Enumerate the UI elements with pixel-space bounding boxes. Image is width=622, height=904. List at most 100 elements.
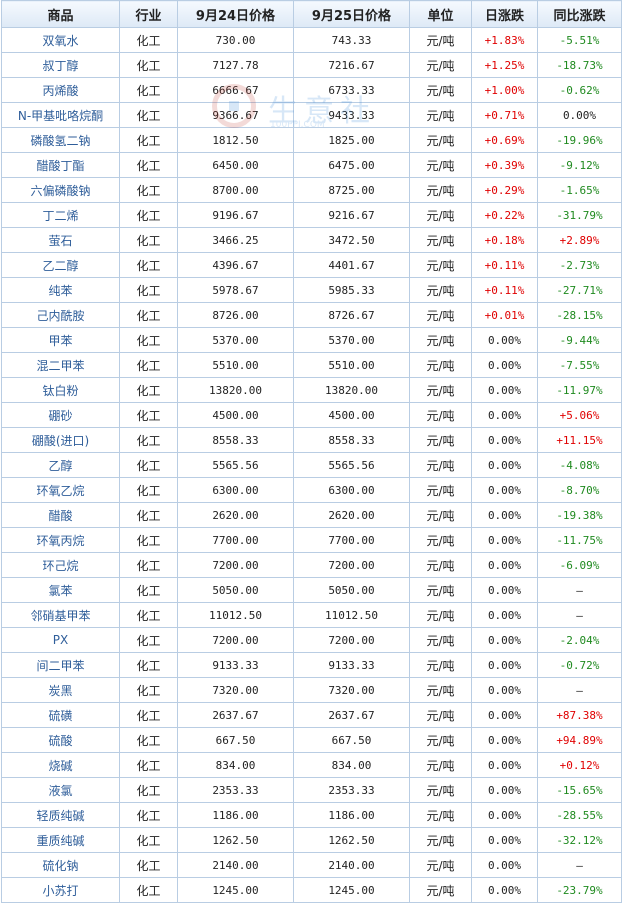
commodity-cell[interactable]: 环氧乙烷 (1, 477, 120, 503)
commodity-cell[interactable]: 硼酸(进口) (1, 427, 120, 453)
commodity-cell[interactable]: 重质纯碱 (1, 827, 120, 853)
yoy-change-cell: -5.51% (537, 27, 622, 53)
unit-cell: 元/吨 (409, 77, 472, 103)
price-sep24-cell: 1812.50 (177, 127, 294, 153)
price-sep25-cell: 8725.00 (293, 177, 410, 203)
daily-change-cell: +0.11% (471, 277, 538, 303)
table-row: PX 化工 7200.00 7200.00 元/吨 0.00% -2.04% (1, 627, 622, 653)
price-sep24-cell: 5370.00 (177, 327, 294, 353)
commodity-cell[interactable]: 环己烷 (1, 552, 120, 578)
commodity-cell[interactable]: 萤石 (1, 227, 120, 253)
commodity-cell[interactable]: 烧碱 (1, 752, 120, 778)
table-row: 间二甲苯 化工 9133.33 9133.33 元/吨 0.00% -0.72% (1, 652, 622, 678)
commodity-cell[interactable]: 氯苯 (1, 577, 120, 603)
commodity-cell[interactable]: 醋酸 (1, 502, 120, 528)
unit-cell: 元/吨 (409, 652, 472, 678)
price-sep24-cell: 6300.00 (177, 477, 294, 503)
unit-cell: 元/吨 (409, 27, 472, 53)
unit-cell: 元/吨 (409, 527, 472, 553)
commodity-cell[interactable]: 己内酰胺 (1, 302, 120, 328)
industry-cell: 化工 (119, 227, 178, 253)
daily-change-cell: +0.18% (471, 227, 538, 253)
industry-cell: 化工 (119, 177, 178, 203)
price-sep24-cell: 9133.33 (177, 652, 294, 678)
commodity-cell[interactable]: 磷酸氢二钠 (1, 127, 120, 153)
yoy-change-cell: -9.44% (537, 327, 622, 353)
yoy-change-cell: -19.38% (537, 502, 622, 528)
price-sep24-cell: 1186.00 (177, 802, 294, 828)
price-sep24-cell: 9366.67 (177, 102, 294, 128)
table-row: 小苏打 化工 1245.00 1245.00 元/吨 0.00% -23.79% (1, 877, 622, 903)
commodity-cell[interactable]: 炭黑 (1, 677, 120, 703)
table-row: 环氧乙烷 化工 6300.00 6300.00 元/吨 0.00% -8.70% (1, 477, 622, 503)
table-row: 叔丁醇 化工 7127.78 7216.67 元/吨 +1.25% -18.73% (1, 52, 622, 78)
table-row: 炭黑 化工 7320.00 7320.00 元/吨 0.00% — (1, 677, 622, 703)
commodity-cell[interactable]: 间二甲苯 (1, 652, 120, 678)
yoy-change-cell: — (537, 852, 622, 878)
price-sep24-cell: 13820.00 (177, 377, 294, 403)
price-sep25-cell: 8726.67 (293, 302, 410, 328)
commodity-cell[interactable]: 轻质纯碱 (1, 802, 120, 828)
commodity-cell[interactable]: 纯苯 (1, 277, 120, 303)
commodity-cell[interactable]: 钛白粉 (1, 377, 120, 403)
table-header-row: 商品 行业 9月24日价格 9月25日价格 单位 日涨跌 同比涨跌 (1, 0, 622, 28)
table-row: 萤石 化工 3466.25 3472.50 元/吨 +0.18% +2.89% (1, 227, 622, 253)
commodity-cell[interactable]: PX (1, 627, 120, 653)
daily-change-cell: 0.00% (471, 852, 538, 878)
unit-cell: 元/吨 (409, 577, 472, 603)
commodity-cell[interactable]: 小苏打 (1, 877, 120, 903)
yoy-change-cell: +2.89% (537, 227, 622, 253)
industry-cell: 化工 (119, 577, 178, 603)
table-row: 硼酸(进口) 化工 8558.33 8558.33 元/吨 0.00% +11.15% (1, 427, 622, 453)
yoy-change-cell: -28.15% (537, 302, 622, 328)
commodity-cell[interactable]: 混二甲苯 (1, 352, 120, 378)
commodity-cell[interactable]: 硫酸 (1, 727, 120, 753)
yoy-change-cell: -4.08% (537, 452, 622, 478)
industry-cell: 化工 (119, 602, 178, 628)
commodity-cell[interactable]: 乙二醇 (1, 252, 120, 278)
yoy-change-cell: -6.09% (537, 552, 622, 578)
table-row: 硫磺 化工 2637.67 2637.67 元/吨 0.00% +87.38% (1, 702, 622, 728)
unit-cell: 元/吨 (409, 52, 472, 78)
commodity-cell[interactable]: 邻硝基甲苯 (1, 602, 120, 628)
price-sep24-cell: 834.00 (177, 752, 294, 778)
price-sep25-cell: 8558.33 (293, 427, 410, 453)
price-sep24-cell: 2140.00 (177, 852, 294, 878)
price-sep25-cell: 1245.00 (293, 877, 410, 903)
daily-change-cell: 0.00% (471, 352, 538, 378)
commodity-cell[interactable]: 六偏磷酸钠 (1, 177, 120, 203)
commodity-cell[interactable]: 环氧丙烷 (1, 527, 120, 553)
commodity-cell[interactable]: 乙醇 (1, 452, 120, 478)
commodity-cell[interactable]: 液氯 (1, 777, 120, 803)
yoy-change-cell: -1.65% (537, 177, 622, 203)
table-row: 六偏磷酸钠 化工 8700.00 8725.00 元/吨 +0.29% -1.65% (1, 177, 622, 203)
price-sep24-cell: 9196.67 (177, 202, 294, 228)
yoy-change-cell: -19.96% (537, 127, 622, 153)
commodity-cell[interactable]: 硫化钠 (1, 852, 120, 878)
daily-change-cell: +0.29% (471, 177, 538, 203)
commodity-cell[interactable]: 硫磺 (1, 702, 120, 728)
commodity-cell[interactable]: 甲苯 (1, 327, 120, 353)
industry-cell: 化工 (119, 302, 178, 328)
price-sep25-cell: 13820.00 (293, 377, 410, 403)
price-sep24-cell: 7700.00 (177, 527, 294, 553)
table-row: 硫酸 化工 667.50 667.50 元/吨 0.00% +94.89% (1, 727, 622, 753)
industry-cell: 化工 (119, 527, 178, 553)
commodity-cell[interactable]: N-甲基吡咯烷酮 (1, 102, 120, 128)
commodity-cell[interactable]: 双氧水 (1, 27, 120, 53)
industry-cell: 化工 (119, 652, 178, 678)
price-sep25-cell: 5050.00 (293, 577, 410, 603)
header-industry: 行业 (119, 0, 178, 28)
header-commodity: 商品 (1, 0, 120, 28)
price-sep25-cell: 2353.33 (293, 777, 410, 803)
industry-cell: 化工 (119, 277, 178, 303)
commodity-cell[interactable]: 丙烯酸 (1, 77, 120, 103)
commodity-cell[interactable]: 硼砂 (1, 402, 120, 428)
commodity-cell[interactable]: 丁二烯 (1, 202, 120, 228)
unit-cell: 元/吨 (409, 877, 472, 903)
table-row: 己内酰胺 化工 8726.00 8726.67 元/吨 +0.01% -28.15% (1, 302, 622, 328)
commodity-cell[interactable]: 叔丁醇 (1, 52, 120, 78)
industry-cell: 化工 (119, 252, 178, 278)
commodity-cell[interactable]: 醋酸丁酯 (1, 152, 120, 178)
yoy-change-cell: -31.79% (537, 202, 622, 228)
